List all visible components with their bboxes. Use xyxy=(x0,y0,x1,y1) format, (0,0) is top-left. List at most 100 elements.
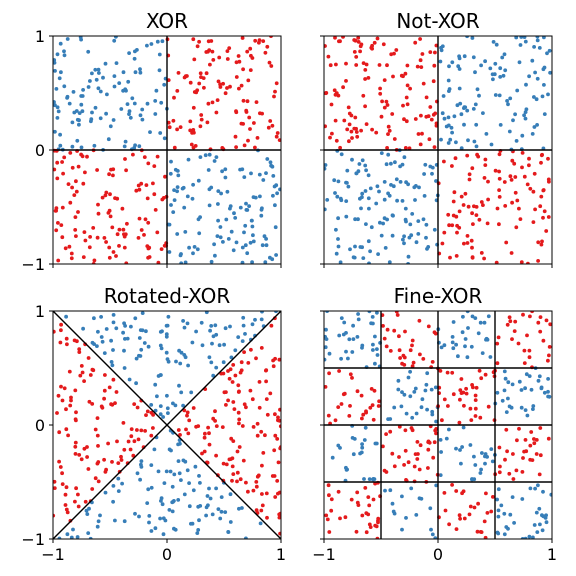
red-point xyxy=(347,414,352,418)
red-point xyxy=(418,142,423,147)
red-point xyxy=(479,251,484,255)
blue-point xyxy=(181,458,186,463)
red-point xyxy=(528,314,532,319)
red-point xyxy=(117,227,122,232)
blue-point xyxy=(373,334,377,339)
blue-point xyxy=(336,237,340,241)
blue-point xyxy=(483,452,488,456)
red-point xyxy=(261,451,266,455)
blue-point xyxy=(497,93,502,98)
red-point xyxy=(424,95,429,100)
blue-point xyxy=(264,243,269,248)
red-point xyxy=(505,449,509,454)
red-point xyxy=(328,63,333,68)
blue-point xyxy=(546,394,550,399)
y-tick-label: 0 xyxy=(35,141,45,160)
red-point xyxy=(96,444,100,448)
blue-point xyxy=(386,191,390,196)
red-point xyxy=(333,92,338,97)
red-point xyxy=(530,311,534,314)
red-point xyxy=(443,508,448,513)
red-point xyxy=(497,176,502,181)
blue-point xyxy=(167,222,172,227)
blue-point xyxy=(527,534,532,539)
blue-point xyxy=(219,509,224,514)
red-point xyxy=(341,36,345,39)
red-point xyxy=(172,95,176,100)
red-point xyxy=(196,424,201,428)
red-point xyxy=(59,328,63,333)
blue-point xyxy=(65,94,70,99)
red-point xyxy=(447,522,451,527)
red-point xyxy=(505,322,510,327)
red-point xyxy=(426,439,431,444)
red-point xyxy=(100,405,105,410)
red-point xyxy=(60,205,65,210)
blue-point xyxy=(167,250,172,254)
blue-point xyxy=(454,342,458,347)
blue-point xyxy=(490,459,495,464)
red-point xyxy=(520,470,525,474)
red-point xyxy=(249,347,253,352)
red-point xyxy=(76,210,80,214)
blue-point xyxy=(164,334,169,339)
red-point xyxy=(403,146,408,150)
blue-point xyxy=(172,526,176,531)
blue-point xyxy=(407,235,412,240)
blue-point xyxy=(438,59,443,64)
blue-point xyxy=(111,484,116,488)
red-point xyxy=(217,55,222,60)
red-point xyxy=(477,368,482,373)
red-point xyxy=(178,433,182,437)
red-point xyxy=(452,190,457,195)
blue-point xyxy=(125,102,130,106)
red-point xyxy=(511,452,515,456)
red-point xyxy=(537,472,542,477)
red-point xyxy=(386,132,390,137)
red-point xyxy=(264,368,268,373)
red-point xyxy=(237,59,242,64)
blue-point xyxy=(489,142,494,147)
blue-point xyxy=(481,111,485,115)
blue-point xyxy=(69,535,74,539)
blue-point xyxy=(207,486,211,491)
blue-point xyxy=(67,101,72,106)
red-point xyxy=(402,355,407,360)
blue-point xyxy=(261,178,266,182)
blue-point xyxy=(548,70,552,75)
blue-point xyxy=(479,467,483,472)
blue-point xyxy=(532,125,537,129)
blue-point xyxy=(187,245,192,250)
blue-point xyxy=(153,99,158,103)
blue-point xyxy=(181,403,186,408)
red-point xyxy=(325,517,330,522)
red-point xyxy=(431,79,436,84)
red-point xyxy=(171,118,176,123)
blue-point xyxy=(214,155,219,160)
blue-point xyxy=(216,507,221,511)
red-point xyxy=(428,105,433,109)
red-point xyxy=(539,194,544,199)
blue-point xyxy=(275,191,279,196)
blue-point xyxy=(103,490,108,495)
red-point xyxy=(245,49,250,54)
blue-point xyxy=(114,36,118,39)
blue-point xyxy=(149,529,154,533)
red-point xyxy=(68,200,73,205)
blue-point xyxy=(457,86,462,91)
red-point xyxy=(229,436,234,441)
panel-fine-xor: Fine-XOR −1 0 1 xyxy=(312,284,557,564)
blue-point xyxy=(243,332,247,336)
red-point xyxy=(132,402,137,406)
blue-point xyxy=(426,245,431,249)
red-point xyxy=(176,71,181,75)
blue-point xyxy=(429,527,433,532)
red-point xyxy=(276,415,280,420)
red-point xyxy=(76,164,81,169)
blue-point xyxy=(103,61,108,66)
blue-point xyxy=(175,185,180,190)
blue-point xyxy=(506,102,510,107)
red-point xyxy=(525,182,530,187)
red-point xyxy=(57,430,62,435)
red-point xyxy=(233,134,238,139)
